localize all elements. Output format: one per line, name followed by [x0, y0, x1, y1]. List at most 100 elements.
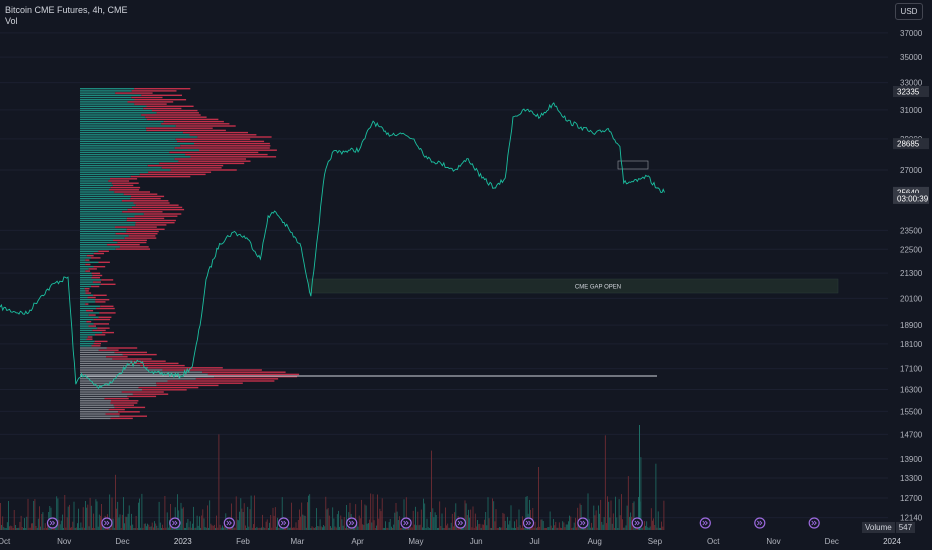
profile-bar-down	[124, 237, 157, 239]
profile-bar-down	[114, 406, 146, 409]
selection-box[interactable]	[617, 160, 649, 170]
price-tick-label: 31000	[900, 106, 923, 115]
volume-bar	[434, 512, 436, 530]
volume-bar	[349, 502, 351, 530]
volume-bar	[395, 503, 397, 530]
profile-bar-down	[143, 107, 182, 110]
profile-bar-up	[80, 397, 105, 400]
volume-bar	[96, 501, 98, 530]
volume-bar	[378, 518, 380, 530]
volume-bar	[343, 517, 345, 530]
volume-bar	[297, 520, 299, 530]
volume-bar	[572, 527, 574, 530]
currency-button[interactable]: USD	[895, 3, 923, 20]
profile-bar-down	[163, 120, 224, 123]
volume-bar	[515, 528, 516, 530]
volume-bar	[176, 526, 177, 530]
volume-bar	[233, 527, 235, 530]
volume-bar	[363, 524, 365, 530]
profile-bar-down	[156, 382, 243, 384]
volume-bar	[274, 507, 276, 530]
profile-bar-up	[80, 334, 95, 336]
volume-bar	[648, 528, 650, 530]
time-tick-label: Feb	[236, 537, 250, 546]
profile-bar-down	[115, 92, 153, 94]
profile-bar-up	[80, 114, 142, 116]
profile-bar-down	[109, 189, 140, 191]
volume-bar	[207, 505, 208, 530]
volume-bar	[374, 528, 376, 530]
profile-bar-up	[80, 153, 186, 156]
profile-bar-up	[80, 217, 127, 220]
profile-bar-up	[80, 378, 196, 380]
volume-bar	[243, 503, 245, 530]
profile-bar-down	[110, 417, 133, 420]
volume-bar	[320, 526, 322, 530]
volume-bar	[124, 523, 125, 530]
cme-gap-box[interactable]	[308, 278, 839, 294]
volume-bar	[209, 500, 211, 530]
volume-bar	[557, 527, 559, 530]
profile-bar-down	[86, 310, 94, 312]
profile-bar-down	[180, 145, 271, 147]
profile-bar-up	[80, 197, 131, 200]
profile-bar-up	[80, 206, 132, 209]
volume-bar	[656, 527, 658, 530]
profile-bar-down	[115, 248, 150, 250]
price-tick-label: 15500	[900, 407, 923, 416]
volume-bar	[466, 515, 468, 530]
volume-bar	[39, 506, 40, 530]
volume-bar	[538, 467, 539, 530]
profile-bar-down	[197, 136, 272, 138]
price-line	[0, 102, 665, 390]
profile-bar-up	[80, 230, 127, 233]
volume-bar	[509, 520, 511, 530]
volume-bar	[281, 497, 283, 530]
volume-bar	[319, 519, 321, 530]
volume-bar	[565, 524, 567, 530]
volume-bar	[127, 513, 129, 530]
profile-bar-up	[80, 169, 171, 171]
volume-bar	[393, 524, 395, 530]
volume-bar	[606, 523, 607, 530]
volume-bar	[16, 527, 17, 530]
volume-bar	[427, 527, 429, 530]
volume-bar	[250, 495, 252, 530]
volume-bar	[58, 519, 60, 530]
profile-bar-down	[93, 266, 106, 268]
profile-bar-up	[80, 382, 157, 384]
profile-bar-up	[80, 321, 87, 323]
volume-bar	[205, 527, 207, 530]
profile-bar-up	[80, 296, 88, 299]
volume-bar	[470, 509, 472, 530]
volume-bar	[336, 514, 338, 530]
profile-bar-up	[80, 342, 94, 345]
volume-bar	[423, 498, 424, 530]
volume-bar	[334, 526, 336, 530]
volume-bar	[246, 528, 247, 530]
indicator-title[interactable]: Vol	[5, 16, 18, 26]
price-axis[interactable]: 3700035000330003100029000270002350022500…	[893, 29, 929, 523]
volume-bar	[433, 517, 435, 530]
volume-bar	[432, 508, 434, 530]
profile-bar-up	[80, 373, 208, 376]
volume-bar	[609, 517, 611, 530]
volume-bar	[153, 527, 154, 530]
volume-bar	[502, 512, 504, 530]
profile-bar-down	[175, 138, 251, 140]
volume-bar	[2, 516, 4, 530]
volume-bar	[189, 521, 191, 530]
volume-bar	[598, 505, 599, 530]
profile-bar-down	[131, 195, 165, 198]
volume-bar	[211, 525, 213, 530]
volume-bar	[353, 528, 354, 530]
symbol-title[interactable]: Bitcoin CME Futures, 4h, CME	[5, 5, 128, 15]
profile-bar-down	[87, 336, 93, 338]
profile-bar-up	[80, 402, 111, 404]
volume-bar	[258, 527, 260, 530]
profile-bar-up	[80, 131, 183, 134]
time-axis[interactable]: Oct Nov Dec 2023 Feb Mar Apr May Jun Jul Aug Sep Oct…	[0, 537, 901, 546]
volume-bar	[13, 510, 15, 530]
profile-bar-down	[95, 299, 110, 301]
